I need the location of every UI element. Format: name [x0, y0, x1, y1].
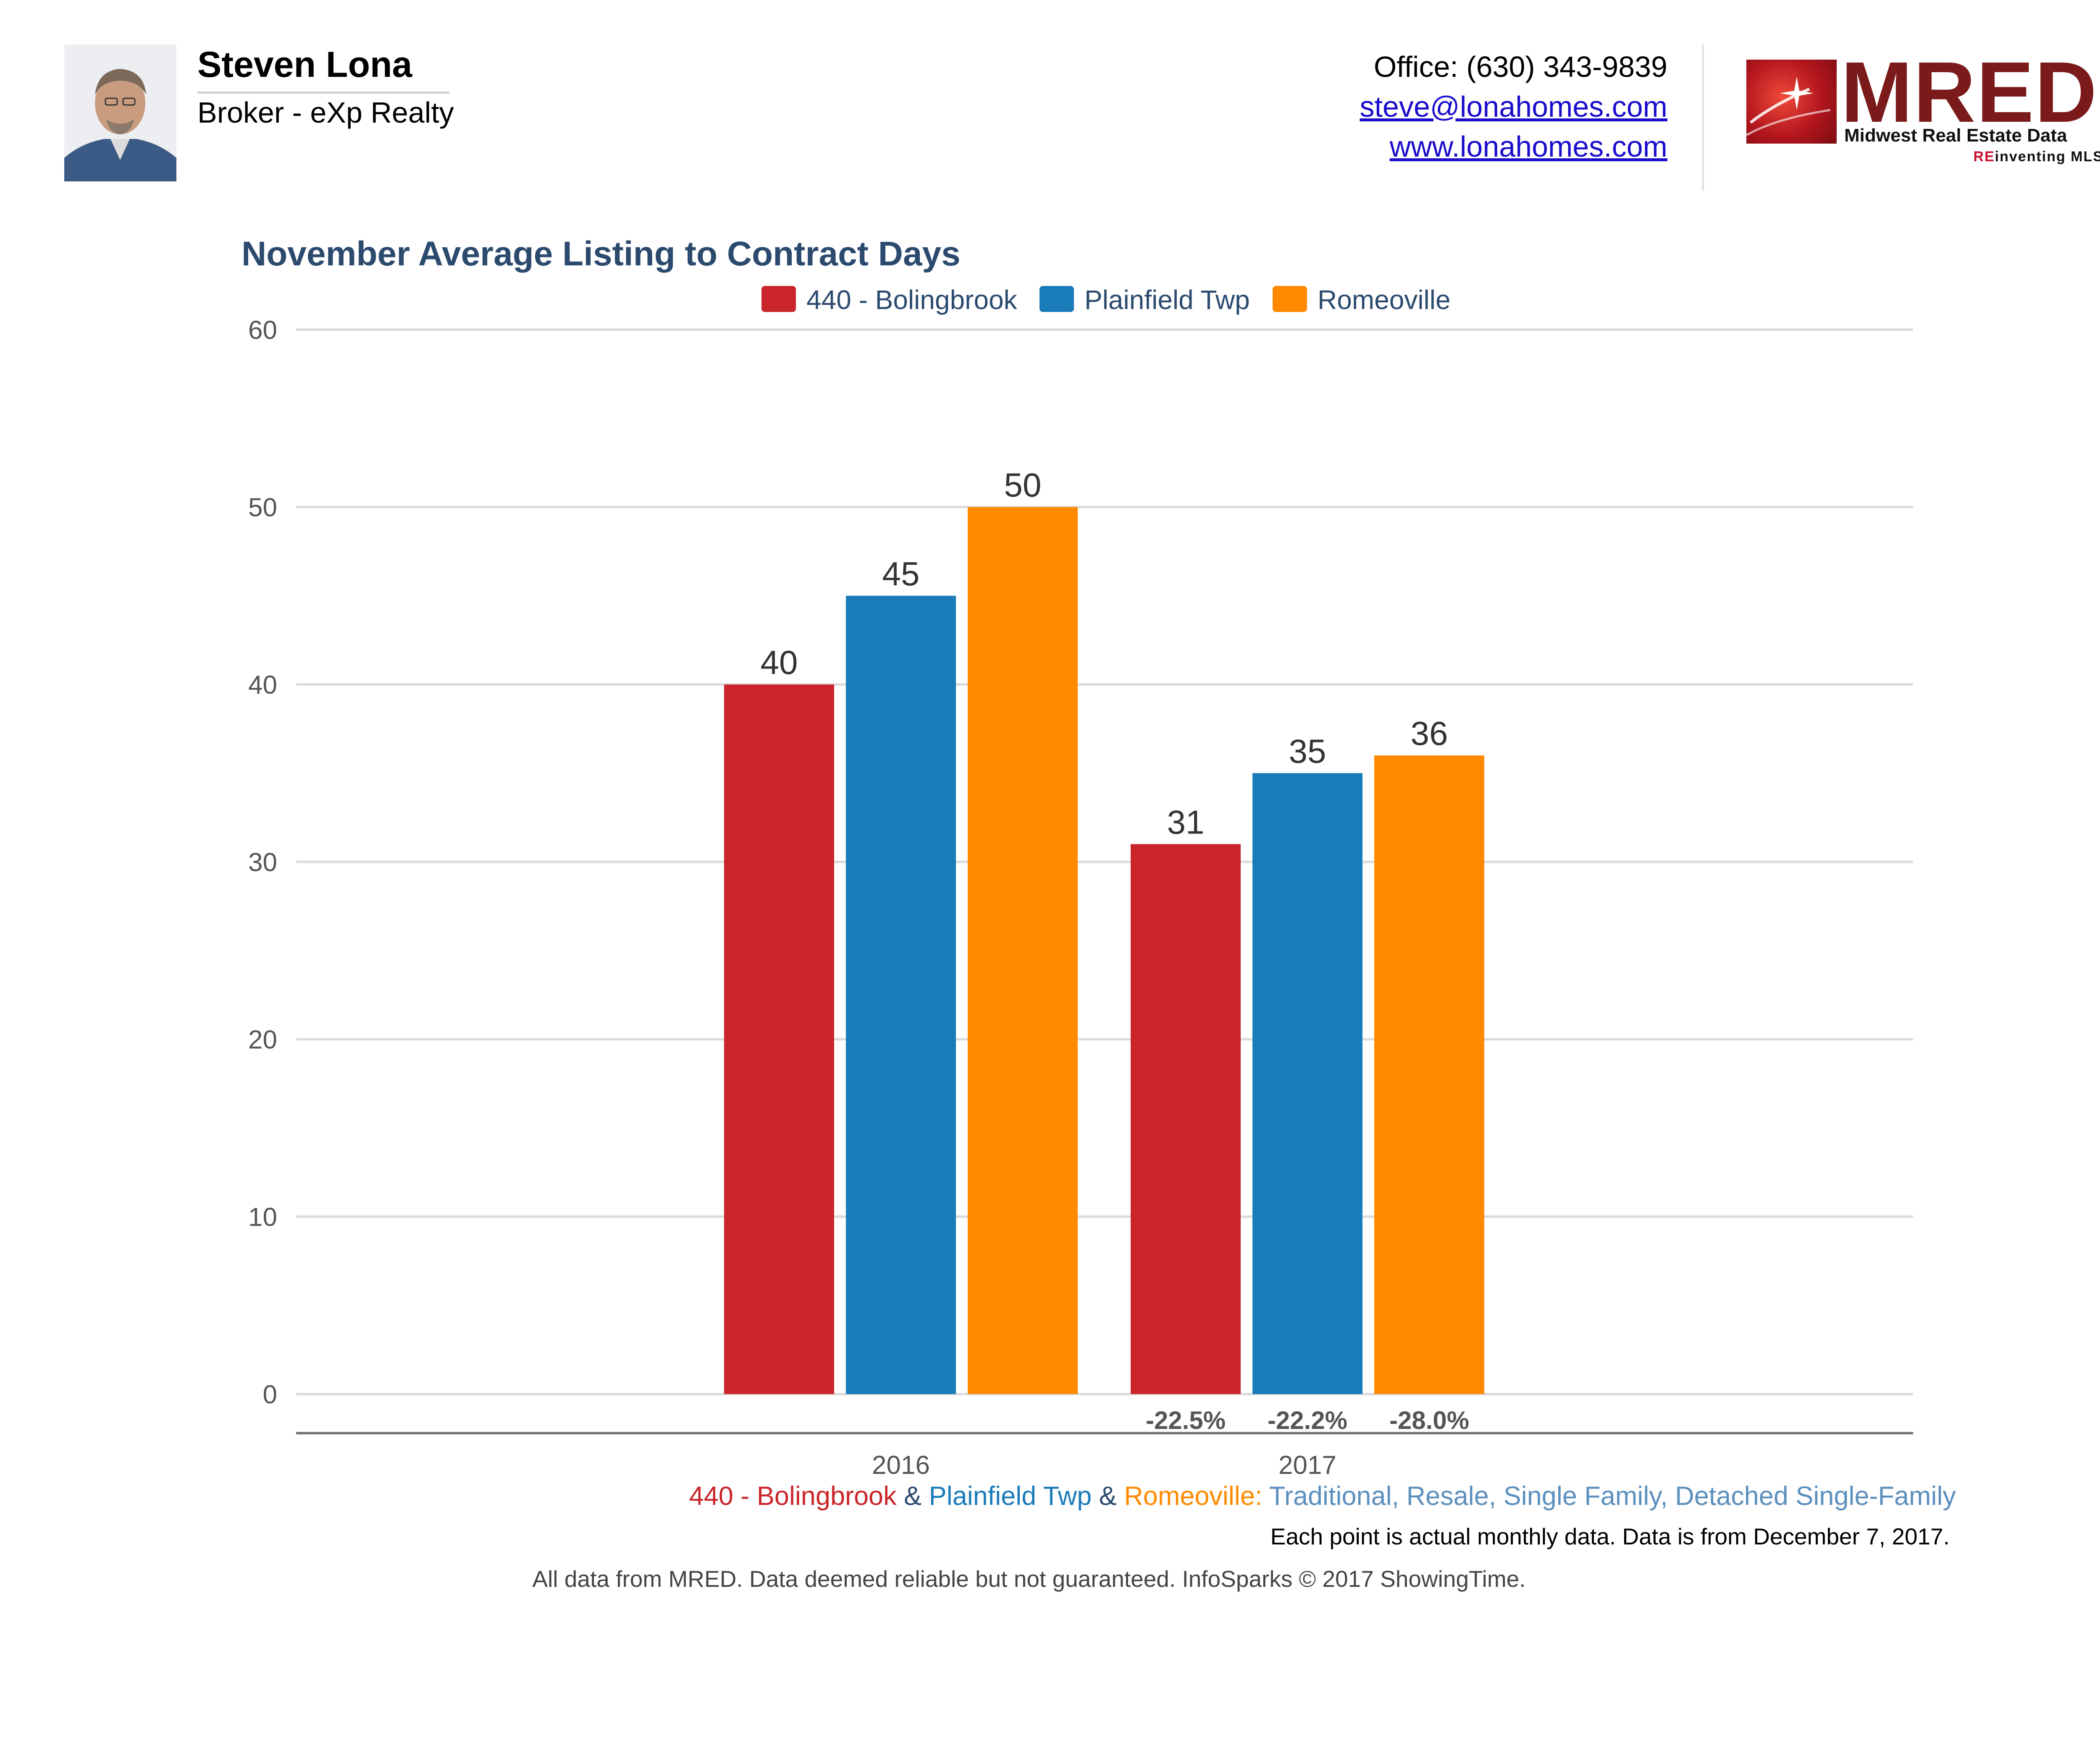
y-tick-label: 40: [248, 671, 277, 700]
website-link[interactable]: www.lonahomes.com: [1389, 130, 1667, 163]
contact-block: Office: (630) 343-9839 steve@lonahomes.c…: [1360, 47, 1667, 167]
legend-label: Plainfield Twp: [1084, 285, 1250, 315]
name-divider: [197, 92, 449, 94]
x-tick-label: 2016: [872, 1451, 930, 1480]
footnote-property-types: Traditional, Resale, Single Family, Deta…: [1262, 1481, 1956, 1511]
change-label: -28.0%: [1389, 1406, 1469, 1434]
chart-data-labels: 40 45 50 31 35 36 -22.5% -22.2% -28.0%: [761, 467, 1470, 1435]
agent-role: Broker - eXp Realty: [197, 96, 454, 129]
data-label: 36: [1411, 715, 1448, 752]
footer-disclaimer: All data from MRED. Data deemed reliable…: [532, 1566, 1526, 1592]
series-footnote: 440 - Bolingbrook & Plainfield Twp & Rom…: [689, 1481, 1956, 1511]
footnote-series-plainfield: Plainfield Twp: [929, 1481, 1092, 1511]
bar: [724, 684, 834, 1394]
data-label: 50: [1004, 467, 1042, 504]
bar: [1131, 844, 1241, 1394]
chart-legend: 440 - Bolingbrook Plainfield Twp Romeovill…: [761, 285, 1451, 315]
agent-photo: [64, 45, 176, 181]
bar: [1374, 755, 1484, 1394]
footnote-amp: &: [1099, 1481, 1117, 1511]
y-tick-label: 10: [248, 1203, 277, 1232]
bar: [1252, 773, 1362, 1394]
y-tick-label: 50: [248, 493, 277, 522]
agent-name: Steven Lona: [197, 45, 412, 85]
x-axis: 2016 2017: [296, 1432, 1913, 1480]
change-label: -22.2%: [1268, 1406, 1347, 1434]
data-label: 45: [882, 555, 920, 592]
logo-subtitle: Midwest Real Estate Data: [1844, 125, 2067, 146]
y-tick-label: 0: [263, 1380, 277, 1409]
y-tick-label: 20: [248, 1025, 277, 1054]
legend-swatch: [761, 286, 796, 312]
legend-swatch: [1040, 286, 1074, 312]
y-tick-label: 30: [248, 848, 277, 877]
bar: [846, 595, 956, 1394]
mred-logo: MRED ® Midwest Real Estate Data REinvent…: [1746, 44, 2100, 170]
chart-grid: 0 10 20 30 40 50 60: [248, 316, 1913, 1409]
office-phone: Office: (630) 343-9839: [1373, 50, 1667, 83]
footnote-colon: :: [1255, 1481, 1263, 1511]
logo-burst-icon: [1746, 60, 1837, 144]
chart-bars: [724, 507, 1484, 1394]
data-note: Each point is actual monthly data. Data …: [1270, 1523, 1950, 1549]
legend-label: 440 - Bolingbrook: [806, 285, 1018, 315]
email-link[interactable]: steve@lonahomes.com: [1360, 90, 1667, 123]
logo-wordmark: MRED: [1841, 44, 2098, 140]
legend-swatch: [1273, 286, 1307, 312]
header-divider: [1702, 45, 1704, 191]
footnote-amp: &: [904, 1481, 922, 1511]
bar: [968, 507, 1078, 1394]
legend-label: Romeoville: [1318, 285, 1451, 315]
chart-title: November Average Listing to Contract Day…: [242, 235, 961, 273]
data-label: 40: [761, 644, 798, 681]
bar-chart: 440 - Bolingbrook Plainfield Twp Romeovill…: [248, 285, 1913, 1480]
footnote-series-romeoville: Romeoville: [1124, 1481, 1255, 1511]
change-label: -22.5%: [1146, 1406, 1226, 1434]
data-label: 31: [1167, 803, 1205, 841]
y-tick-label: 60: [248, 316, 277, 345]
data-label: 35: [1289, 732, 1326, 770]
x-tick-label: 2017: [1278, 1451, 1336, 1480]
footnote-series-bolingbrook: 440 - Bolingbrook: [689, 1481, 897, 1511]
logo-tagline: REinventing MLS: [1973, 149, 2100, 165]
